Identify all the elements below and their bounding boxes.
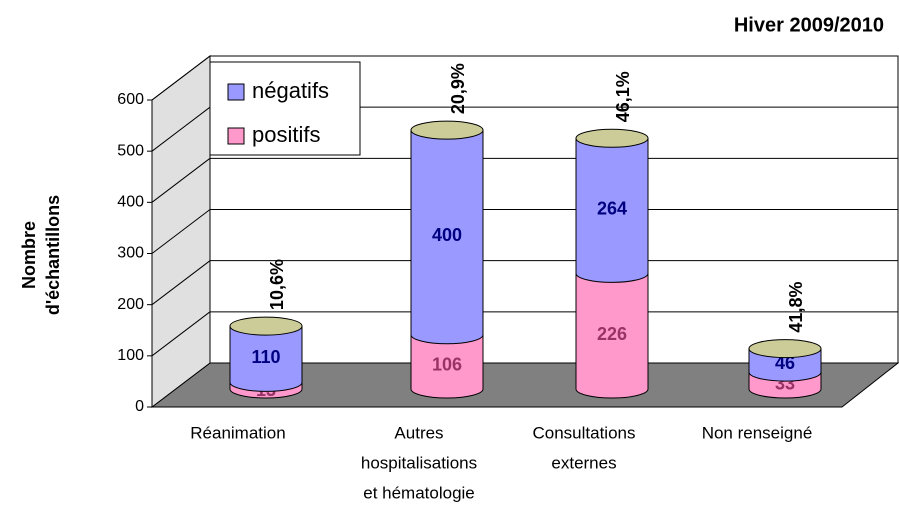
x-tick-label: Autres bbox=[394, 423, 443, 442]
y-tick-label: 100 bbox=[117, 347, 144, 364]
y-tick-label: 300 bbox=[117, 245, 144, 262]
value-label: 226 bbox=[597, 324, 627, 344]
value-label: 106 bbox=[432, 355, 462, 375]
y-axis-title-line: d'échantillons bbox=[43, 195, 63, 315]
cylinder-top bbox=[410, 120, 484, 140]
segment-body bbox=[410, 334, 484, 399]
legend-label: négatifs bbox=[252, 78, 329, 103]
x-tick-label: et hématologie bbox=[363, 483, 475, 502]
y-tick-label: 0 bbox=[135, 398, 144, 415]
segment-body bbox=[229, 325, 303, 392]
y-axis-title-line: Nombre bbox=[19, 221, 39, 289]
legend-swatch bbox=[227, 127, 245, 145]
value-label: 46 bbox=[775, 353, 795, 373]
cylinder-segment: 264 bbox=[575, 137, 649, 283]
x-tick-label: hospitalisations bbox=[361, 453, 477, 472]
x-tick-label: Non renseigné bbox=[702, 423, 813, 442]
value-label: 264 bbox=[597, 199, 627, 219]
cylinder-top bbox=[748, 339, 822, 359]
segment-body bbox=[575, 137, 649, 283]
cylinder-segment: 110 bbox=[229, 325, 303, 392]
annotation: 10,6% bbox=[267, 259, 287, 310]
grid-line bbox=[151, 55, 211, 101]
y-axis-title: Nombre d'échantillons bbox=[19, 195, 63, 315]
grid-line bbox=[151, 209, 211, 254]
cylinder-top bbox=[229, 316, 303, 336]
y-tick-label: 400 bbox=[117, 194, 144, 211]
cylinder-segment: 400 bbox=[410, 129, 484, 345]
cylinder-segment: 106 bbox=[410, 334, 484, 399]
chart-title: Hiver 2009/2010 bbox=[734, 14, 884, 36]
grid-line bbox=[151, 106, 211, 152]
cylinder-segment: 226 bbox=[575, 272, 649, 399]
annotation: 46,1% bbox=[613, 71, 633, 122]
segment-body bbox=[575, 272, 649, 399]
segment-body bbox=[410, 129, 484, 345]
value-label: 400 bbox=[432, 225, 462, 245]
legend bbox=[209, 61, 361, 156]
grid-line bbox=[151, 260, 211, 306]
x-tick-label: Consultations bbox=[532, 423, 635, 442]
legend-label: positifs bbox=[252, 122, 320, 147]
cylinder-top bbox=[575, 128, 649, 148]
value-label: 110 bbox=[251, 347, 280, 367]
annotation: 20,9% bbox=[448, 63, 468, 114]
grid-line bbox=[151, 311, 211, 357]
legend-swatch bbox=[227, 83, 245, 101]
x-tick-label: externes bbox=[551, 453, 616, 472]
y-tick-label: 600 bbox=[117, 91, 144, 108]
y-tick-label: 500 bbox=[117, 142, 144, 159]
y-tick-label: 200 bbox=[117, 296, 144, 313]
annotation: 41,8% bbox=[786, 282, 806, 333]
grid-line bbox=[151, 157, 211, 203]
x-tick-label: Réanimation bbox=[190, 423, 285, 442]
